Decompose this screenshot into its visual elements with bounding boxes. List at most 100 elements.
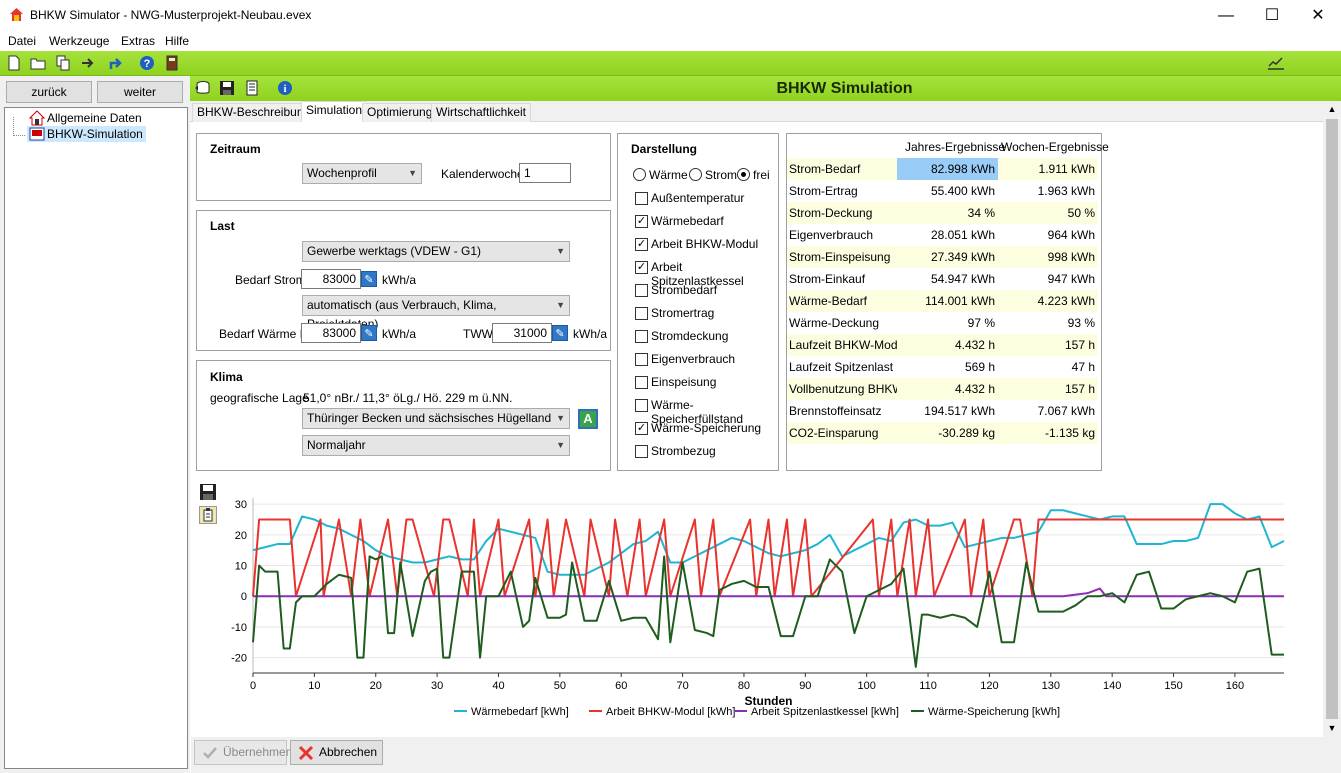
row-label: Strom-Ertrag: [789, 184, 858, 198]
table-row: Strom-Deckung 34 % 50 %: [787, 202, 1101, 224]
tree-item-label: Allgemeine Daten: [47, 111, 142, 125]
minimize-button[interactable]: —: [1218, 7, 1234, 24]
checkbox-11[interactable]: [635, 445, 648, 458]
tww-label: TWW: [463, 327, 493, 341]
checkbox-label: Wärme-Speicherung: [651, 421, 762, 435]
chart-save-icon[interactable]: [199, 483, 217, 501]
toolbar: ?: [0, 51, 1341, 76]
radio-label: Strom: [705, 168, 738, 182]
x-axis-label: Stunden: [745, 694, 793, 708]
print-preview-icon[interactable]: [244, 80, 260, 96]
x-tick-label: 70: [676, 680, 688, 692]
cell-week: 93 %: [1067, 316, 1095, 330]
table-row: Brennstoffeinsatz 194.517 kWh 7.067 kWh: [787, 400, 1101, 422]
cell-week: 157 h: [998, 378, 1098, 400]
klimaregion-select[interactable]: Thüringer Becken und sächsisches Hügella…: [302, 408, 570, 429]
edit-waerme-icon[interactable]: ✎: [361, 325, 377, 341]
checkbox-1[interactable]: ✓: [635, 215, 648, 228]
x-tick-label: 20: [370, 680, 382, 692]
checkbox-4[interactable]: [635, 284, 648, 297]
y-tick-label: 30: [235, 499, 247, 511]
cancel-button[interactable]: Abbrechen: [290, 740, 383, 765]
scroll-up-icon[interactable]: ▲: [1327, 104, 1337, 114]
vertical-scrollbar[interactable]: ▲ ▼: [1323, 101, 1341, 737]
copy-icon[interactable]: [55, 55, 71, 71]
calculator-icon[interactable]: [164, 55, 180, 71]
database-icon[interactable]: [194, 80, 210, 96]
tree-item-bhkw-simulation[interactable]: BHKW-Simulation: [27, 126, 146, 142]
maximize-button[interactable]: ☐: [1264, 7, 1280, 24]
x-tick-label: 40: [492, 680, 504, 692]
checkbox-9[interactable]: [635, 399, 648, 412]
apply-button[interactable]: Übernehmen: [194, 740, 292, 765]
atlas-button[interactable]: A: [578, 409, 598, 429]
chevron-down-icon: ▼: [556, 300, 565, 310]
tww-input[interactable]: 31000: [492, 323, 552, 343]
table-row: Wärme-Bedarf 114.001 kWh 4.223 kWh: [787, 290, 1101, 312]
x-tick-label: 50: [554, 680, 566, 692]
tab-optimierung[interactable]: Optimierung: [362, 103, 438, 122]
x-tick-label: 160: [1226, 680, 1244, 692]
checkbox-label: Eigenverbrauch: [651, 352, 736, 366]
cell-year: 4.432 h: [897, 334, 998, 356]
radio-strom[interactable]: [689, 168, 702, 181]
menu-datei[interactable]: Datei: [8, 34, 37, 48]
chart-clipboard-icon[interactable]: [199, 506, 217, 524]
berechnung-select[interactable]: automatisch (aus Verbrauch, Klima, Proje…: [302, 295, 570, 331]
svg-text:?: ?: [144, 58, 151, 70]
lastprofil-select[interactable]: Gewerbe werktags (VDEW - G1) ▼: [302, 241, 570, 262]
checkbox-6[interactable]: [635, 330, 648, 343]
radio-waerme[interactable]: [633, 168, 646, 181]
jahr-select[interactable]: Normaljahr ▼: [302, 435, 570, 456]
tab-wirtschaftlichkeit[interactable]: Wirtschaftlichkeit: [431, 103, 532, 122]
checkbox-7[interactable]: [635, 353, 648, 366]
checkbox-5[interactable]: [635, 307, 648, 320]
scroll-thumb[interactable]: [1326, 119, 1338, 719]
row-label: Wärme-Bedarf: [787, 290, 897, 312]
checkbox-3[interactable]: ✓: [635, 261, 648, 274]
tree-lines: [13, 117, 25, 136]
close-button[interactable]: ✕: [1311, 7, 1325, 24]
checkbox-2[interactable]: ✓: [635, 238, 648, 251]
info-icon[interactable]: i: [277, 80, 293, 96]
edit-strom-icon[interactable]: ✎: [361, 271, 377, 287]
menu-extras[interactable]: Extras: [121, 34, 156, 48]
row-label: Eigenverbrauch: [789, 228, 874, 242]
back-button[interactable]: zurück: [6, 81, 92, 103]
cell-week: 50 %: [998, 202, 1098, 224]
redo-icon[interactable]: [108, 55, 124, 71]
scroll-down-icon[interactable]: ▼: [1327, 723, 1337, 733]
checkbox-0[interactable]: [635, 192, 648, 205]
open-folder-icon[interactable]: [30, 55, 46, 71]
kalenderwoche-input[interactable]: 1: [519, 163, 571, 183]
menu-hilfe[interactable]: Hilfe: [165, 34, 190, 48]
radio-frei[interactable]: [737, 168, 750, 181]
table-row: Laufzeit BHKW-Modul 4.432 h 157 h: [787, 334, 1101, 356]
tab-simulation[interactable]: Simulation: [301, 101, 368, 123]
darstellung-group: Darstellung Wärme Strom frei Außentemper…: [617, 133, 779, 471]
cell-year[interactable]: 82.998 kWh: [897, 158, 998, 180]
row-label: Wärme-Deckung: [789, 316, 880, 330]
forward-button[interactable]: weiter: [97, 81, 183, 103]
bedarf-waerme-input[interactable]: 83000: [301, 323, 361, 343]
bedarf-strom-input[interactable]: 83000: [301, 269, 361, 289]
x-icon: [298, 745, 314, 769]
new-file-icon[interactable]: [6, 55, 22, 71]
series-line-0: [252, 503, 1285, 576]
x-tick-label: 150: [1164, 680, 1182, 692]
checkbox-10[interactable]: ✓: [635, 422, 648, 435]
menu-werkzeuge[interactable]: Werkzeuge: [49, 34, 110, 48]
edit-tww-icon[interactable]: ✎: [552, 325, 568, 341]
svg-text:i: i: [283, 83, 286, 95]
help-icon[interactable]: ?: [139, 55, 155, 71]
legend-label: Wärme-Speicherung [kWh]: [928, 706, 1060, 718]
import-icon[interactable]: [80, 55, 96, 71]
tree-item-allgemeine-daten[interactable]: Allgemeine Daten: [27, 110, 145, 126]
checkbox-8[interactable]: [635, 376, 648, 389]
tab-bhkw-beschreibung[interactable]: BHKW-Beschreibung: [192, 103, 316, 122]
save-icon[interactable]: [219, 80, 235, 96]
zeitraum-select[interactable]: Wochenprofil ▼: [302, 163, 422, 184]
table-row: Eigenverbrauch 28.051 kWh 964 kWh: [787, 224, 1101, 246]
chart-trend-icon[interactable]: [1267, 55, 1284, 71]
select-value: Wochenprofil: [307, 166, 377, 180]
